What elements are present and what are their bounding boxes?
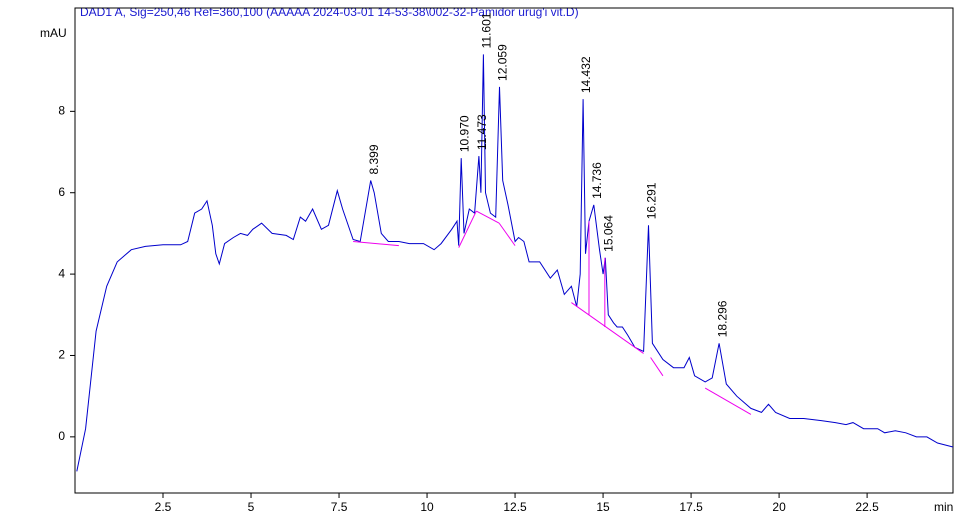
peak-label: 12.059	[496, 44, 510, 81]
y-tick-label: 2	[58, 348, 65, 362]
x-tick-label: 2.5	[155, 500, 172, 514]
peak-label: 14.736	[590, 162, 604, 199]
x-tick-label: 22.5	[855, 500, 879, 514]
x-tick-label: 15	[596, 500, 610, 514]
integration-baseline	[476, 210, 500, 224]
y-tick-label: 4	[58, 266, 65, 280]
peak-label: 15.064	[601, 215, 615, 252]
peak-label: 11.473	[475, 114, 489, 150]
peak-label: 10.970	[457, 115, 471, 152]
integration-baseline	[458, 210, 477, 248]
x-tick-label: 5	[248, 500, 255, 514]
y-tick-label: 8	[58, 104, 65, 118]
integration-baseline	[498, 222, 516, 246]
integration-baseline	[650, 357, 664, 377]
integration-baseline	[571, 302, 644, 354]
peak-label: 11.601	[480, 12, 494, 48]
y-axis-label: mAU	[40, 26, 67, 40]
integration-baseline	[704, 387, 752, 415]
peak-label: 18.296	[715, 300, 729, 337]
peak-label: 8.399	[367, 144, 381, 174]
x-tick-label: 7.5	[331, 500, 348, 514]
x-tick-label: 17.5	[679, 500, 703, 514]
trace	[76, 54, 954, 472]
x-tick-label: 10	[420, 500, 434, 514]
y-tick-label: 6	[58, 185, 65, 199]
y-tick-label: 0	[58, 429, 65, 443]
integration-baseline	[353, 241, 399, 247]
x-tick-label: 12.5	[503, 500, 527, 514]
x-axis-label: min	[934, 500, 953, 514]
chart-title: DAD1 A, Sig=250,46 Ref=360,100 (AAAAA 20…	[80, 5, 579, 19]
peak-label: 14.432	[579, 56, 593, 93]
x-tick-label: 20	[772, 500, 786, 514]
peak-label: 16.291	[645, 182, 659, 219]
plot-frame	[74, 7, 954, 494]
